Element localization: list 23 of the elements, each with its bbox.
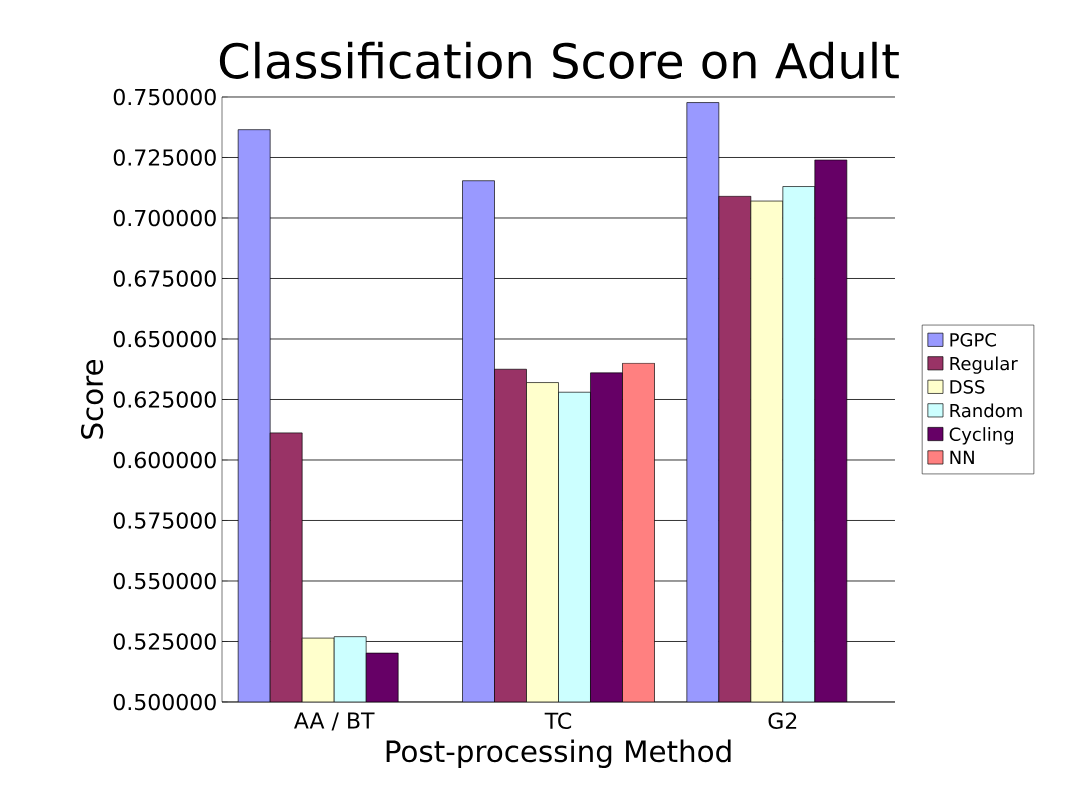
y-tick-label: 0.550000 xyxy=(113,572,216,590)
x-tick-label: G2 xyxy=(768,712,797,730)
legend-label: NN xyxy=(950,450,974,464)
legend-label: Regular xyxy=(950,356,1018,374)
x-tick-label: AA / BT xyxy=(294,712,375,731)
legend-label: Random xyxy=(950,403,1022,418)
y-tick-label: 0.650000 xyxy=(113,330,216,348)
legend-label: DSS xyxy=(950,380,985,394)
legend-label: Cycling xyxy=(949,427,1014,445)
y-axis-title: Score xyxy=(80,359,104,439)
y-tick-label: 0.600000 xyxy=(113,451,216,469)
chart-title: Classification Score on Adult xyxy=(219,41,899,79)
x-tick-label: TC xyxy=(544,712,572,730)
legend-label: PGPC xyxy=(950,333,996,347)
y-tick-label: 0.725000 xyxy=(113,149,216,166)
y-tick-label: 0.625000 xyxy=(113,391,216,408)
y-tick-label: 0.500000 xyxy=(113,693,216,711)
y-tick-label: 0.700000 xyxy=(113,209,216,227)
y-tick-label: 0.750000 xyxy=(113,88,216,106)
y-tick-label: 0.525000 xyxy=(113,633,216,650)
x-axis-title: Post-processing Method xyxy=(386,739,731,769)
y-tick-label: 0.575000 xyxy=(113,512,216,529)
y-tick-label: 0.675000 xyxy=(113,270,216,287)
